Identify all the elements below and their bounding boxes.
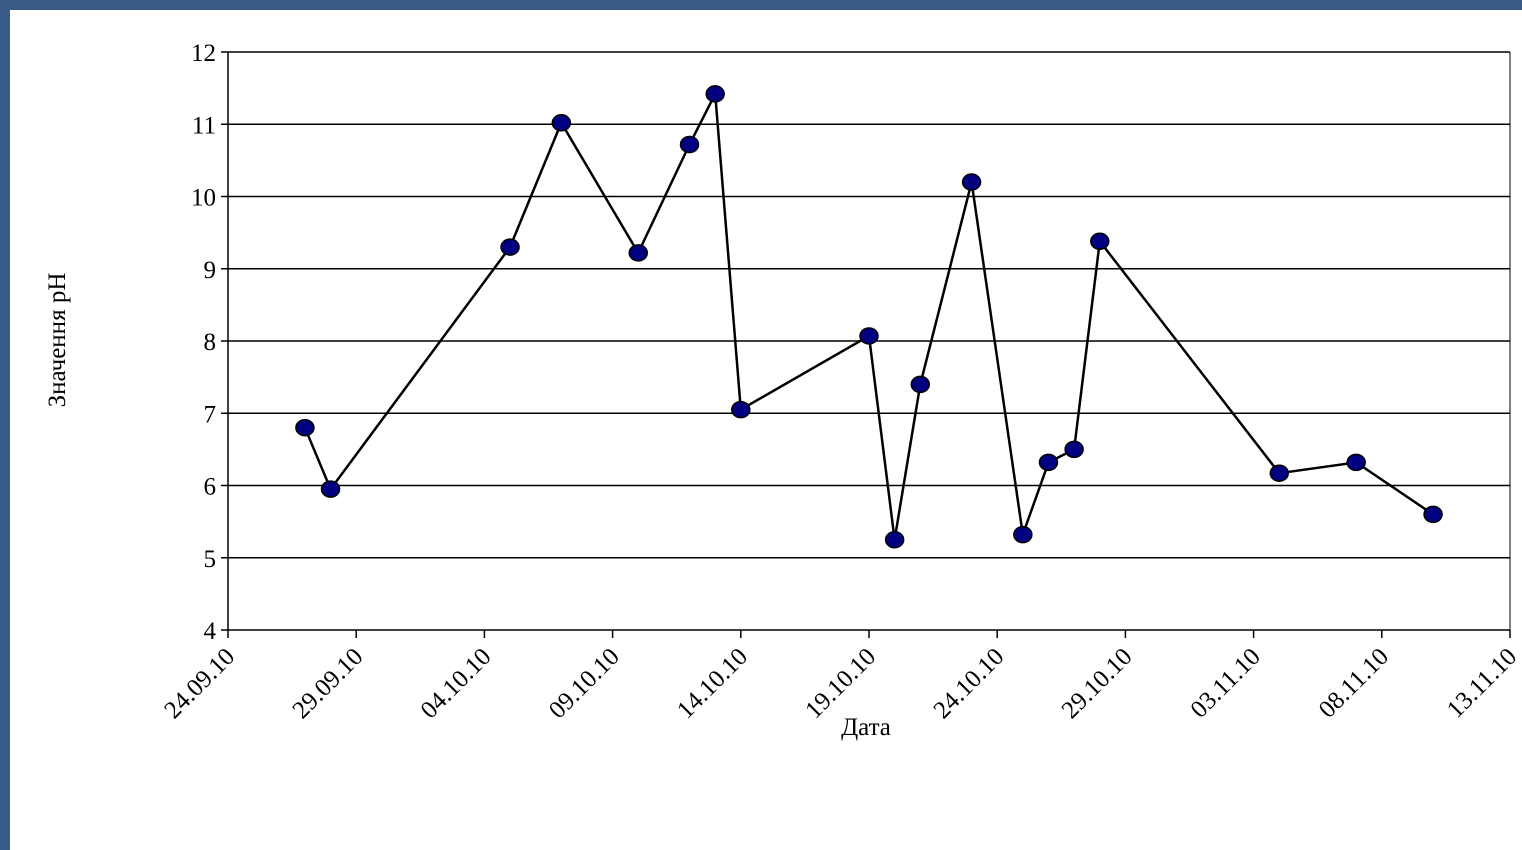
data-point (1064, 440, 1084, 459)
y-tick-label: 12 (191, 40, 216, 67)
grid-lines (228, 51, 1510, 559)
x-tick-label: 08.11.10 (1314, 643, 1394, 723)
series-line (303, 89, 1434, 540)
data-point (551, 114, 572, 132)
y-tick-label: 8 (204, 329, 217, 356)
x-tick-label: 09.10.10 (544, 643, 625, 724)
data-point (500, 238, 520, 256)
data-point (1013, 525, 1033, 544)
y-tick-label: 9 (204, 257, 217, 284)
y-tick-labels: 4 5 6 7 8 9 10 11 12 (191, 40, 217, 645)
axes (221, 51, 1511, 638)
data-point (705, 85, 725, 103)
data-point (320, 480, 341, 498)
data-point (1269, 464, 1289, 482)
data-point (731, 400, 751, 419)
x-tick-label: 29.09.10 (287, 643, 368, 724)
line-chart: 4 5 6 7 8 9 10 11 12 24.09.10 29.09.10 04.10.10 09.… (44, 40, 1522, 741)
x-tick-label: 04.10.10 (416, 643, 497, 724)
data-point (859, 327, 879, 345)
data-point (628, 244, 648, 262)
data-point (961, 173, 982, 191)
x-tick-label: 24.09.10 (159, 643, 240, 724)
x-tick-label: 14.10.10 (672, 643, 753, 724)
y-tick-label: 7 (204, 401, 217, 428)
x-tick-label: 13.11.10 (1442, 643, 1522, 723)
data-point (679, 135, 700, 154)
y-tick-label: 4 (204, 618, 217, 645)
data-point (1346, 453, 1366, 472)
x-tick-label: 29.10.10 (1057, 643, 1138, 724)
chart-frame: 4 5 6 7 8 9 10 11 12 24.09.10 29.09.10 04.10.10 09.… (10, 10, 1522, 850)
data-point (1038, 453, 1059, 472)
x-tick-labels: 24.09.10 29.09.10 04.10.10 09.10.10 14.10.10… (159, 643, 1522, 724)
data-point (295, 418, 315, 437)
x-axis-title: Дата (841, 714, 891, 741)
y-tick-label: 11 (192, 112, 216, 139)
y-tick-label: 10 (191, 185, 216, 212)
x-tick-label: 19.10.10 (800, 643, 881, 724)
series-line-path (303, 89, 1434, 540)
x-tick-label: 03.11.10 (1186, 643, 1266, 723)
y-tick-label: 5 (204, 546, 217, 573)
data-point (910, 375, 931, 394)
data-point (884, 530, 905, 549)
y-axis-title: Значення pH (44, 273, 71, 408)
series-markers (295, 85, 1443, 549)
data-point (1423, 505, 1443, 524)
y-tick-label: 6 (204, 474, 217, 501)
data-point (1090, 232, 1110, 251)
x-tick-label: 24.10.10 (928, 643, 1009, 724)
